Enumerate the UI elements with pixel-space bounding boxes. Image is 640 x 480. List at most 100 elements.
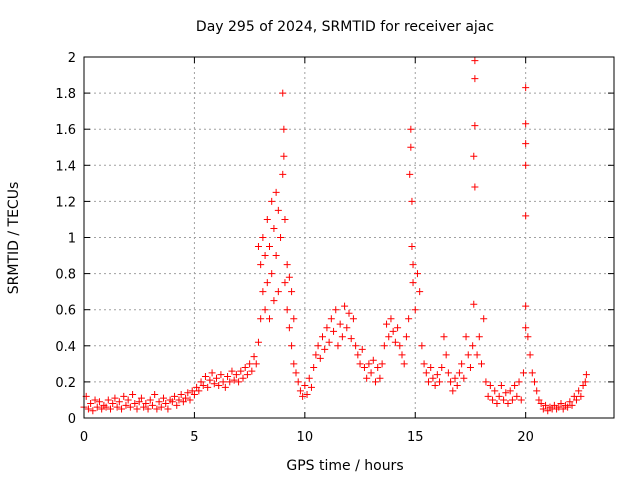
grid — [84, 57, 614, 418]
data-point — [522, 120, 530, 128]
y-tick-label: 0.4 — [55, 340, 76, 355]
data-point — [115, 398, 123, 406]
data-point — [259, 234, 267, 241]
data-point — [539, 405, 547, 413]
data-point — [559, 405, 567, 413]
data-point — [160, 394, 167, 402]
data-point — [411, 306, 419, 314]
y-tick-label: 1.2 — [55, 195, 76, 210]
data-point — [93, 403, 101, 411]
data-point — [341, 302, 349, 310]
data-point — [140, 403, 148, 411]
data-point — [526, 351, 534, 359]
data-point — [416, 288, 424, 296]
data-point — [281, 279, 289, 287]
data-point — [555, 403, 563, 411]
data-point — [471, 122, 479, 130]
data-point — [179, 398, 187, 406]
data-point — [405, 315, 413, 323]
data-point — [484, 392, 492, 400]
data-point — [449, 387, 457, 395]
data-point — [568, 401, 576, 409]
x-tick-label: 20 — [517, 430, 534, 445]
data-point — [409, 261, 417, 269]
data-point — [254, 243, 262, 251]
data-point — [500, 396, 508, 404]
data-point — [241, 363, 249, 371]
data-point — [378, 360, 386, 368]
data-point — [89, 407, 97, 415]
data-point — [259, 288, 267, 296]
data-point — [279, 170, 287, 178]
data-point — [124, 396, 132, 404]
data-point — [398, 351, 406, 359]
data-point — [294, 378, 302, 386]
data-point — [542, 401, 550, 409]
y-tick-label: 0.8 — [55, 268, 76, 283]
data-point — [199, 382, 207, 390]
data-point — [290, 315, 298, 323]
data-point — [118, 405, 126, 413]
data-point — [102, 403, 110, 411]
data-series-srmtid — [80, 57, 590, 415]
data-point — [369, 356, 377, 364]
data-point — [228, 367, 236, 375]
data-point — [327, 315, 335, 323]
data-point — [376, 374, 384, 382]
data-point — [248, 367, 256, 375]
data-point — [288, 342, 296, 350]
data-point — [422, 369, 430, 377]
data-point — [95, 398, 103, 406]
y-tick-label: 1.6 — [55, 123, 76, 138]
x-axis-title: GPS time / hours — [286, 458, 403, 474]
data-point — [387, 315, 395, 323]
data-point — [299, 392, 307, 400]
data-point — [577, 392, 585, 400]
data-point — [109, 400, 117, 408]
data-point — [522, 212, 530, 220]
data-point — [535, 396, 543, 404]
data-point — [470, 300, 478, 308]
data-point — [279, 89, 287, 97]
data-point — [283, 261, 291, 269]
data-point — [447, 378, 455, 386]
data-point — [433, 371, 441, 379]
data-point — [319, 333, 326, 341]
data-point — [177, 391, 185, 399]
y-tick-label: 1.8 — [55, 87, 76, 102]
data-point — [268, 197, 276, 205]
data-point — [343, 324, 351, 332]
data-point — [408, 243, 416, 251]
data-point — [396, 342, 404, 350]
data-point — [252, 360, 260, 368]
data-point — [274, 288, 282, 296]
data-point — [442, 351, 450, 359]
data-point — [409, 279, 417, 287]
data-point — [122, 401, 130, 409]
data-point — [280, 125, 288, 133]
data-point — [155, 398, 163, 406]
data-point — [266, 243, 273, 251]
data-point — [334, 342, 342, 350]
data-point — [572, 396, 580, 404]
y-axis-title: SRMTID / TECUs — [6, 182, 22, 295]
y-tick-label: 2 — [68, 51, 76, 66]
data-point — [564, 403, 572, 411]
data-point — [391, 338, 399, 346]
data-point — [458, 360, 466, 368]
data-point — [400, 360, 408, 368]
data-point — [157, 403, 165, 411]
x-tick-label: 15 — [407, 430, 424, 445]
data-point — [272, 188, 280, 196]
data-point — [471, 57, 479, 65]
data-point — [296, 387, 304, 395]
data-point — [243, 371, 251, 379]
data-point — [91, 396, 99, 404]
data-point — [206, 376, 214, 384]
data-point — [436, 378, 444, 386]
data-point — [133, 405, 141, 413]
data-point — [495, 392, 503, 400]
data-point — [389, 327, 397, 335]
data-point — [239, 374, 247, 382]
data-point — [137, 394, 145, 402]
